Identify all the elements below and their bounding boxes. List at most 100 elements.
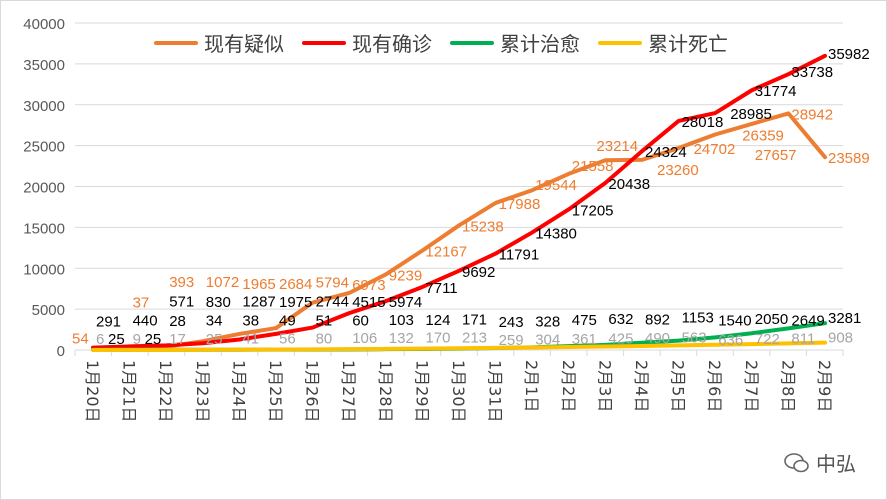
data-label: 830 <box>206 294 231 311</box>
data-label: 393 <box>169 274 194 291</box>
data-label: 38 <box>242 313 259 330</box>
x-tick-label: 2月6日 <box>705 360 724 412</box>
data-label: 12167 <box>425 244 467 261</box>
data-label: 171 <box>462 312 487 329</box>
y-tick-label: 25000 <box>23 139 65 156</box>
data-label: 15238 <box>462 218 504 235</box>
x-tick-label: 2月4日 <box>632 360 651 412</box>
x-tick-label: 1月25日 <box>266 360 285 423</box>
legend-label: 累计治愈 <box>500 32 580 56</box>
data-label: 3281 <box>828 310 861 327</box>
data-label: 1072 <box>206 274 239 291</box>
data-label: 1965 <box>242 276 275 293</box>
data-label: 24324 <box>645 144 687 161</box>
watermark-text: 中弘 <box>816 452 856 476</box>
x-tick-label: 2月7日 <box>742 360 761 412</box>
data-label: 35982 <box>828 46 870 63</box>
data-label: 54 <box>72 331 89 348</box>
data-label: 259 <box>499 332 524 349</box>
data-label: 636 <box>718 332 743 349</box>
data-label: 2649 <box>791 312 824 329</box>
data-label: 1540 <box>718 312 751 329</box>
data-label: 34 <box>206 313 223 330</box>
y-tick-label: 5000 <box>32 302 65 319</box>
series-line-现有疑似 <box>91 111 827 352</box>
data-label: 1287 <box>242 293 275 310</box>
data-label: 20438 <box>608 176 650 193</box>
data-label: 25 <box>108 331 125 348</box>
data-label: 5794 <box>316 275 349 292</box>
data-label: 14380 <box>535 225 577 242</box>
x-tick-label: 1月20日 <box>83 360 102 423</box>
data-label: 27657 <box>755 147 797 164</box>
y-tick-label: 15000 <box>23 220 65 237</box>
series-line-现有确诊 <box>91 53 827 350</box>
data-label: 425 <box>608 331 633 348</box>
data-label: 2744 <box>316 294 349 311</box>
x-tick-label: 1月26日 <box>303 360 322 423</box>
y-tick-label: 40000 <box>23 16 65 33</box>
data-label: 1153 <box>682 310 714 327</box>
x-tick-label: 1月29日 <box>412 360 431 423</box>
watermark: 中弘 <box>784 448 856 477</box>
data-label: 6 <box>96 331 104 348</box>
data-label: 9239 <box>389 267 422 284</box>
data-label: 31774 <box>755 83 797 100</box>
x-tick-label: 2月9日 <box>815 360 834 412</box>
data-label: 24702 <box>694 141 736 158</box>
x-tick-label: 1月21日 <box>120 360 139 423</box>
y-tick-label: 10000 <box>23 261 65 278</box>
x-tick-label: 2月1日 <box>522 360 541 412</box>
data-label: 49 <box>279 313 296 330</box>
data-label: 632 <box>608 311 633 328</box>
x-tick-label: 2月3日 <box>595 360 614 412</box>
data-label: 28 <box>169 313 186 330</box>
x-tick-label: 1月24日 <box>229 360 248 423</box>
data-label: 28018 <box>682 114 724 131</box>
data-label: 5974 <box>389 294 422 311</box>
data-label: 56 <box>279 331 296 348</box>
data-label: 60 <box>352 313 369 330</box>
data-label: 9 <box>133 331 141 348</box>
legend-label: 现有确诊 <box>352 32 432 56</box>
data-label: 291 <box>96 314 121 331</box>
x-tick-label: 1月27日 <box>339 360 358 423</box>
data-label: 80 <box>316 330 333 347</box>
data-label: 132 <box>389 330 414 347</box>
data-label: 6973 <box>352 277 385 294</box>
data-label: 811 <box>791 330 815 347</box>
data-label: 37 <box>133 295 150 312</box>
data-label: 304 <box>535 332 560 349</box>
data-label: 475 <box>572 312 597 329</box>
data-label: 4515 <box>352 294 385 311</box>
data-label: 170 <box>425 330 450 347</box>
data-label: 2684 <box>279 276 312 293</box>
data-label: 892 <box>645 312 670 329</box>
legend-label: 累计死亡 <box>648 32 728 56</box>
data-label: 17988 <box>499 196 541 213</box>
data-label: 571 <box>169 293 194 310</box>
x-tick-label: 2月5日 <box>669 360 688 412</box>
data-label: 26359 <box>742 128 784 145</box>
data-label: 23260 <box>657 162 699 179</box>
x-tick-label: 1月31日 <box>486 360 505 423</box>
data-label: 51 <box>316 313 333 330</box>
data-label: 19544 <box>535 177 577 194</box>
data-label: 28942 <box>791 106 833 123</box>
data-label: 722 <box>755 331 780 348</box>
data-label: 21558 <box>572 158 614 175</box>
y-tick-label: 20000 <box>23 180 65 197</box>
data-label: 9692 <box>462 264 495 281</box>
x-tick-label: 1月23日 <box>193 360 212 423</box>
x-tick-label: 1月30日 <box>449 360 468 423</box>
data-label: 23589 <box>828 150 870 167</box>
data-label: 361 <box>572 331 597 348</box>
data-label: 17 <box>169 331 186 348</box>
y-tick-label: 0 <box>57 343 65 360</box>
series-line-累计死亡 <box>91 340 827 352</box>
data-label: 124 <box>425 312 450 329</box>
data-label: 103 <box>389 312 414 329</box>
data-label: 328 <box>535 313 560 330</box>
data-label: 563 <box>682 329 707 346</box>
